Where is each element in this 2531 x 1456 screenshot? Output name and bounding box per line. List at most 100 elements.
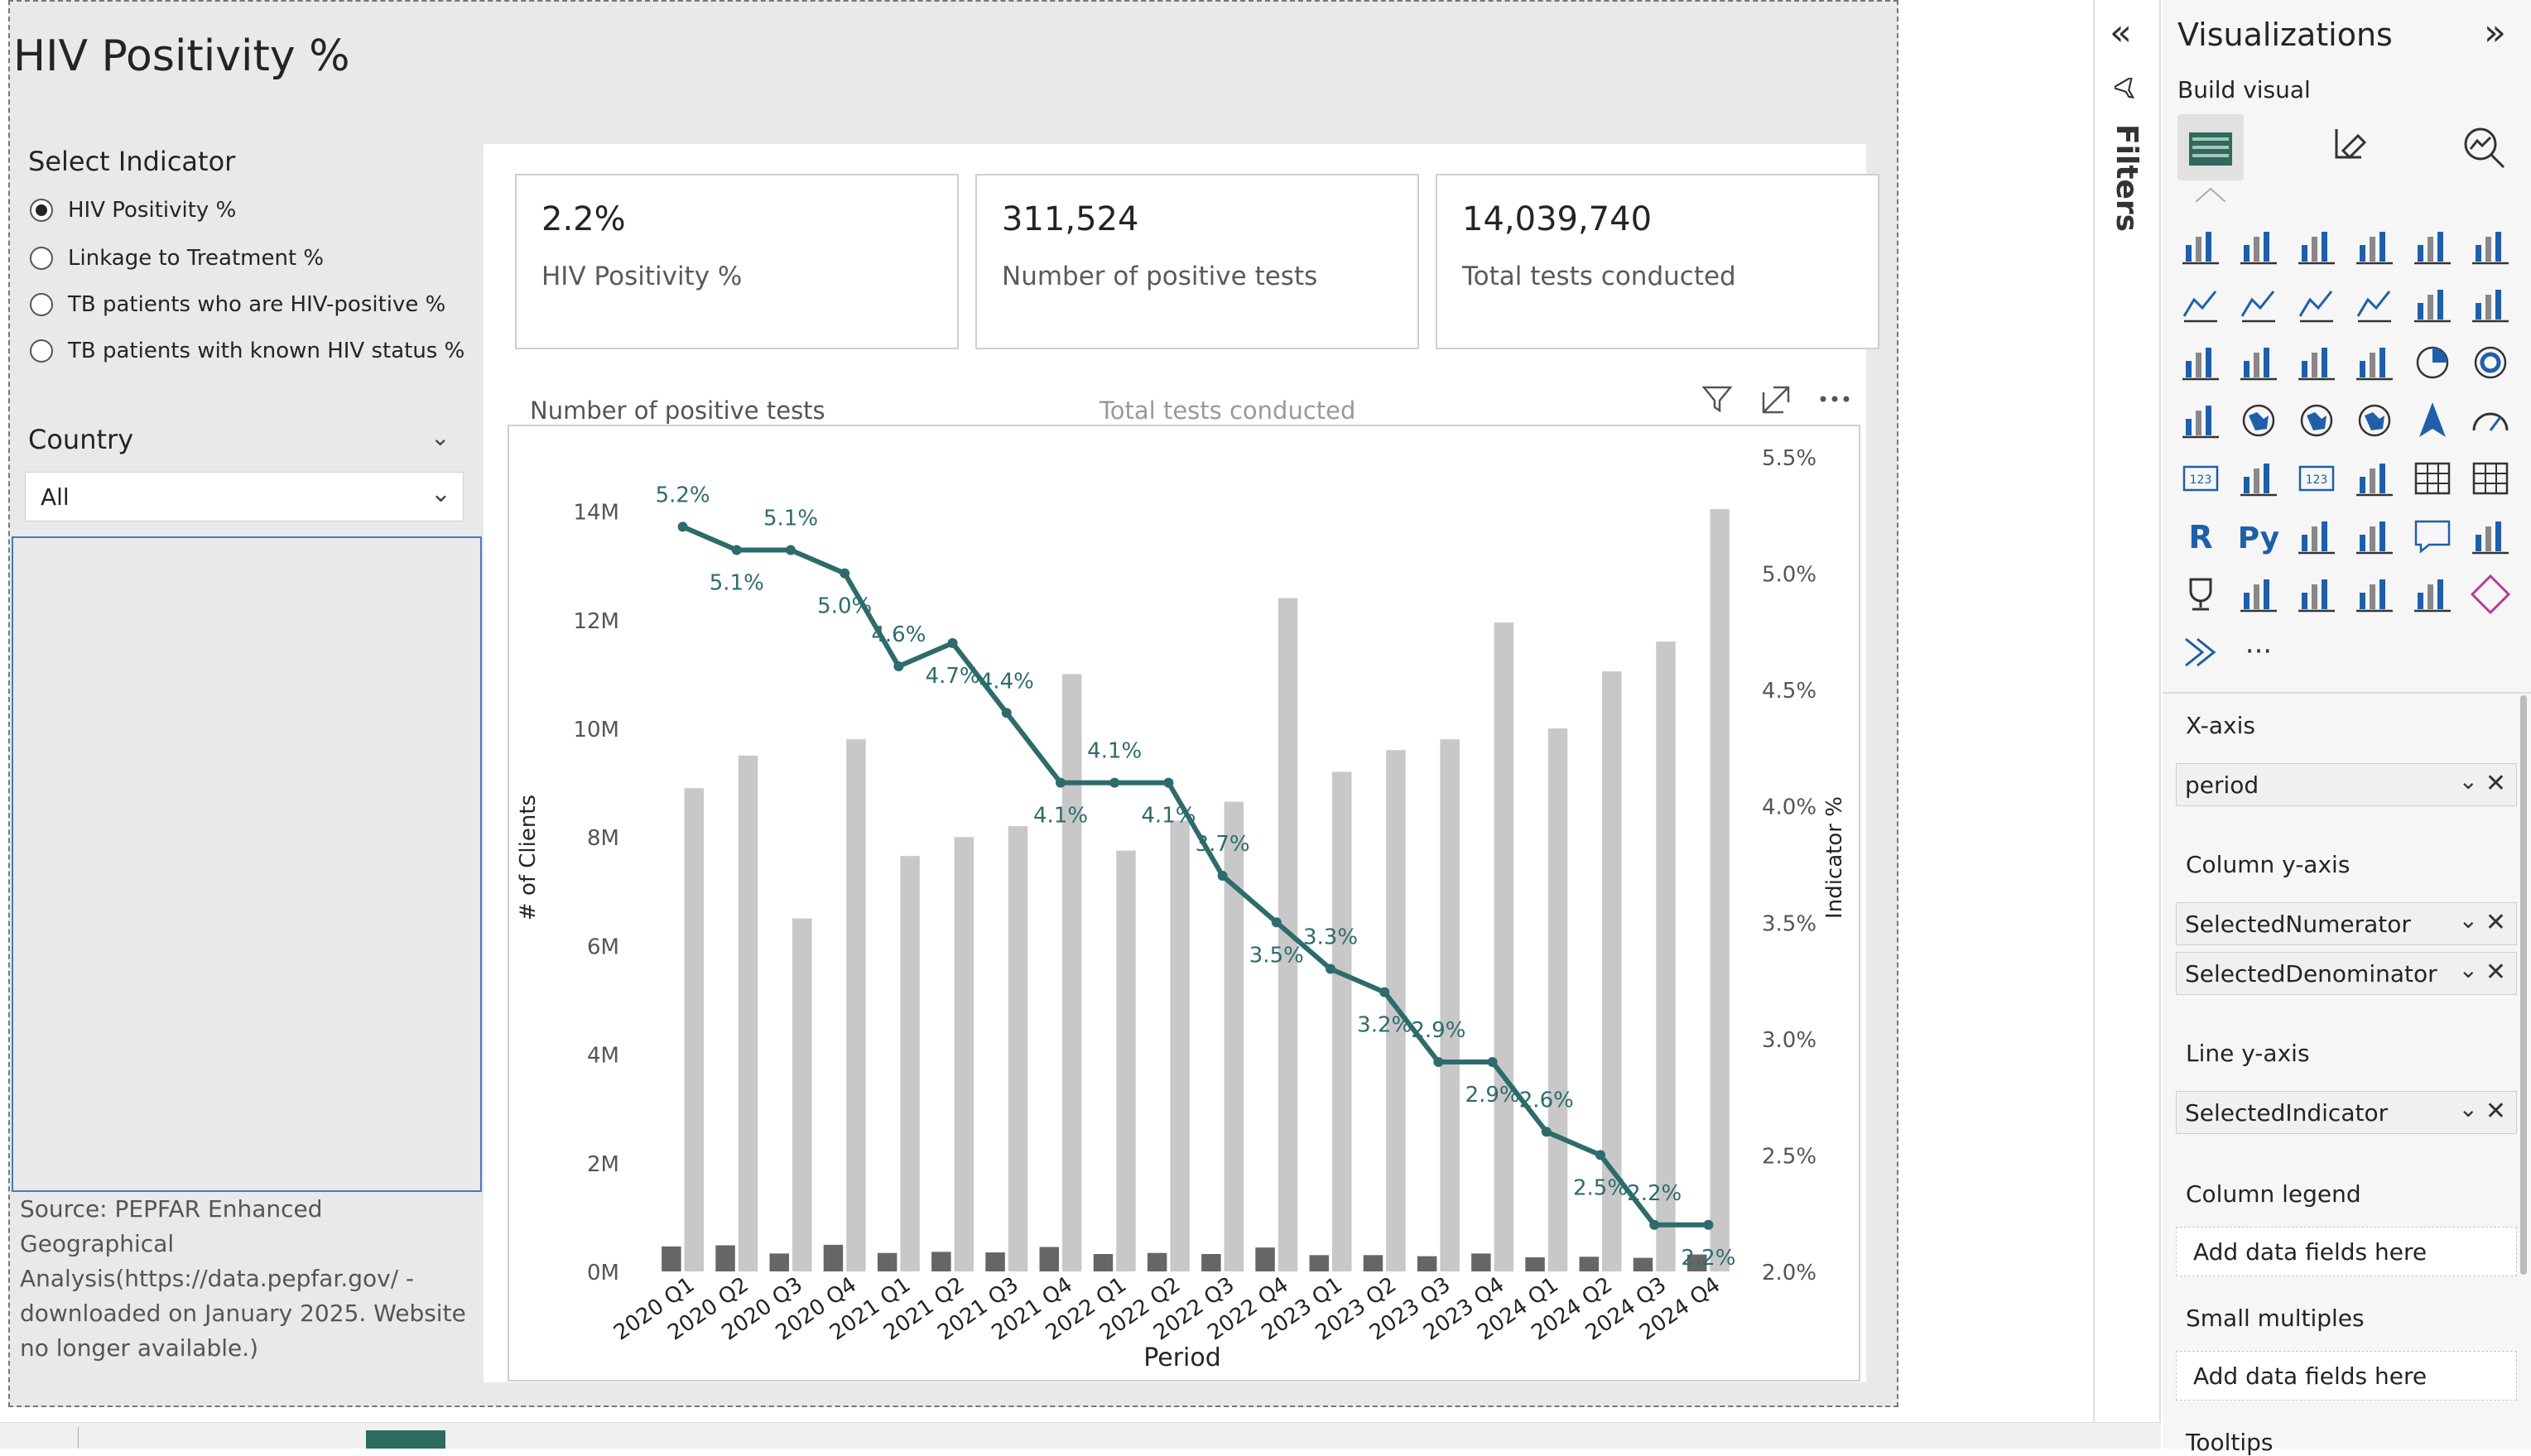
line-point [947, 637, 958, 648]
radio-tb-known-status[interactable]: TB patients with known HIV status % [30, 333, 464, 369]
smart-narrative-icon[interactable] [2235, 571, 2282, 617]
kpi-icon[interactable]: 123 [2293, 455, 2340, 502]
decomposition-tree-icon[interactable] [2351, 513, 2398, 560]
radio-hiv-positivity[interactable]: HIV Positivity % [30, 192, 236, 228]
qa-icon[interactable] [2409, 513, 2456, 560]
power-automate-icon[interactable] [2351, 571, 2398, 617]
build-visual-tab-icon[interactable] [2177, 114, 2244, 180]
format-visual-icon[interactable] [2318, 114, 2384, 180]
100-stacked-bar-icon[interactable] [2409, 223, 2456, 270]
line-point [1379, 987, 1390, 997]
bar-total-tests [1440, 739, 1460, 1271]
combo-chart[interactable]: 5.2% 5.1% 5.1% 5.0% 4.6% 4.7% 4.4% 4.1% 4.1% 4.1%… [507, 386, 1861, 1384]
tab-divider [78, 1427, 79, 1449]
data-label: 4.6% [871, 622, 926, 647]
empty-visual[interactable] [12, 536, 482, 1192]
paginated-report-icon[interactable] [2467, 513, 2514, 560]
100-stacked-area-icon[interactable] [2351, 281, 2398, 328]
radio-linkage[interactable]: Linkage to Treatment % [30, 240, 324, 276]
trophy-icon[interactable] [2177, 571, 2224, 617]
country-dropdown[interactable]: All ⌄ [25, 472, 464, 521]
radio-tb-hiv-positive[interactable]: TB patients who are HIV-positive % [30, 286, 445, 323]
stacked-area-icon[interactable] [2293, 281, 2340, 328]
page-title: HIV Positivity % [13, 31, 350, 81]
power-apps-icon[interactable] [2293, 571, 2340, 617]
filled-map-icon[interactable] [2293, 397, 2340, 444]
chevron-down-icon[interactable]: ⌄ [431, 424, 450, 451]
stacked-bar-icon[interactable] [2177, 223, 2224, 270]
map-icon[interactable] [2235, 397, 2282, 444]
bar-positive-tests [1093, 1254, 1114, 1271]
drop-zone-small-multiples[interactable]: Add data fields here [2176, 1351, 2517, 1401]
scatter-icon[interactable] [2351, 339, 2398, 386]
field-name: period [2185, 771, 2259, 799]
table-icon[interactable] [2409, 455, 2456, 502]
line-clustered-column-icon[interactable] [2409, 281, 2456, 328]
matrix-icon[interactable] [2467, 455, 2514, 502]
kpi-card-total-tests[interactable]: 14,039,740 Total tests conducted [1436, 174, 1879, 349]
chevron-down-icon[interactable]: ⌄ [2458, 956, 2478, 983]
more-icon[interactable]: ··· [2235, 629, 2282, 675]
svg-text:123: 123 [2306, 473, 2328, 487]
arrow-visual-icon[interactable] [2177, 629, 2224, 675]
radio-button[interactable] [30, 199, 53, 222]
filters-label[interactable]: Filters [2110, 124, 2144, 233]
field-pill-numerator[interactable]: SelectedNumerator ⌄ ✕ [2176, 902, 2517, 945]
field-pill-indicator[interactable]: SelectedIndicator ⌄ ✕ [2176, 1091, 2517, 1134]
radio-button[interactable] [30, 293, 53, 316]
radio-button[interactable] [30, 247, 53, 270]
azure-map-icon[interactable] [2409, 397, 2456, 444]
field-pill-period[interactable]: period ⌄ ✕ [2176, 763, 2517, 806]
line-stacked-column-icon[interactable] [2467, 281, 2514, 328]
more-options-icon[interactable] [1818, 394, 1851, 404]
clustered-column-icon[interactable] [2351, 223, 2398, 270]
focus-mode-icon[interactable] [1760, 384, 1792, 416]
chevron-down-icon[interactable]: ⌄ [2458, 767, 2478, 795]
card-icon[interactable]: 123 [2177, 455, 2224, 502]
treemap-icon[interactable] [2177, 397, 2224, 444]
bar-total-tests [792, 918, 812, 1271]
waterfall-icon[interactable] [2235, 339, 2282, 386]
analytics-icon[interactable] [2451, 114, 2517, 180]
ribbon-icon[interactable] [2177, 339, 2224, 386]
gauge-icon[interactable] [2467, 397, 2514, 444]
radio-button[interactable] [30, 339, 53, 363]
stacked-column-icon[interactable] [2235, 223, 2282, 270]
collapse-right-icon[interactable]: » [2484, 12, 2506, 54]
remove-icon[interactable]: ✕ [2485, 769, 2506, 798]
line-point [1649, 1219, 1660, 1230]
custom-visual-icon[interactable] [2409, 571, 2456, 617]
drop-zone-column-legend[interactable]: Add data fields here [2176, 1227, 2517, 1276]
diamond-icon[interactable] [2467, 571, 2514, 617]
remove-icon[interactable]: ✕ [2485, 958, 2506, 987]
funnel-icon[interactable] [2293, 339, 2340, 386]
page-tab-active[interactable] [366, 1430, 445, 1449]
well-label-line-y: Line y-axis [2186, 1040, 2310, 1067]
collapse-left-icon[interactable]: « [2110, 12, 2132, 54]
clustered-bar-icon[interactable] [2293, 223, 2340, 270]
kpi-card-positive-tests[interactable]: 311,524 Number of positive tests [975, 174, 1419, 349]
y2-tick-label: 5.5% [1762, 446, 1816, 471]
key-influencers-icon[interactable] [2293, 513, 2340, 560]
line-icon[interactable] [2177, 281, 2224, 328]
100-stacked-column-icon[interactable] [2467, 223, 2514, 270]
line-point [1487, 1056, 1498, 1067]
slicer-icon[interactable] [2351, 455, 2398, 502]
donut-icon[interactable] [2467, 339, 2514, 386]
multi-row-card-icon[interactable] [2235, 455, 2282, 502]
remove-icon[interactable]: ✕ [2485, 908, 2506, 937]
pie-icon[interactable] [2409, 339, 2456, 386]
filters-pane[interactable] [2093, 0, 2161, 1449]
chevron-down-icon[interactable]: ⌄ [2458, 1095, 2478, 1122]
pane-scrollbar[interactable] [2520, 695, 2527, 1275]
kpi-card-positivity[interactable]: 2.2% HIV Positivity % [515, 174, 959, 349]
bar-total-tests [954, 837, 974, 1271]
filter-icon[interactable] [1701, 382, 1734, 416]
remove-icon[interactable]: ✕ [2485, 1097, 2506, 1126]
field-pill-denominator[interactable]: SelectedDenominator ⌄ ✕ [2176, 952, 2517, 995]
shape-map-icon[interactable] [2351, 397, 2398, 444]
python-visual-icon[interactable]: Py [2235, 513, 2282, 560]
r-visual-icon[interactable]: R [2177, 513, 2224, 560]
area-icon[interactable] [2235, 281, 2282, 328]
chevron-down-icon[interactable]: ⌄ [2458, 906, 2478, 934]
